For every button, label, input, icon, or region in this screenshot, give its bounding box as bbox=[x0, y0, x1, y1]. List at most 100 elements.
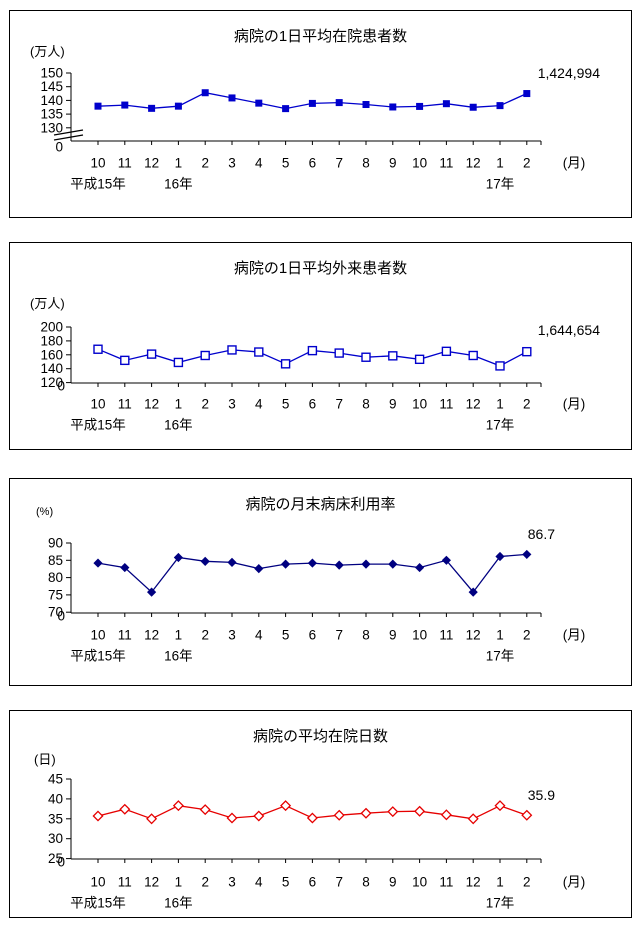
y-tick-label: 135 bbox=[40, 107, 63, 122]
data-point-marker bbox=[333, 809, 345, 821]
data-point-marker bbox=[494, 800, 506, 812]
x-tick-label: 4 bbox=[255, 156, 263, 171]
x-tick-label: 11 bbox=[118, 875, 132, 890]
y-tick-label: 45 bbox=[48, 772, 63, 787]
chart-panel-avg-outpatients: 病院の1日平均外来患者数 (万人) 1,644,654 200 180 160 140… bbox=[9, 242, 632, 450]
data-point-marker bbox=[469, 103, 477, 111]
x-tick-label: 7 bbox=[335, 628, 343, 643]
x-tick-label: 11 bbox=[439, 397, 453, 412]
year-label: 16年 bbox=[164, 418, 193, 433]
data-point-marker bbox=[521, 809, 533, 821]
x-tick-label: 9 bbox=[389, 875, 397, 890]
x-tick-label: 2 bbox=[201, 397, 209, 412]
data-point-marker bbox=[523, 90, 531, 98]
y-tick-label: 85 bbox=[48, 553, 63, 568]
x-tick-label: 10 bbox=[412, 156, 427, 171]
x-tick-label: 6 bbox=[309, 156, 317, 171]
data-point-marker bbox=[416, 102, 424, 110]
y-axis-unit-label: (日) bbox=[34, 752, 56, 767]
month-unit-label: (月) bbox=[563, 875, 586, 890]
data-point-marker bbox=[121, 101, 129, 109]
x-tick-label: 9 bbox=[389, 397, 397, 412]
data-point-marker bbox=[467, 813, 479, 825]
data-point-marker bbox=[306, 812, 318, 824]
data-point-marker bbox=[442, 100, 450, 108]
data-point-marker bbox=[227, 557, 237, 567]
data-point-marker bbox=[255, 99, 263, 107]
y-zero-label: 0 bbox=[57, 379, 65, 394]
x-tick-label: 1 bbox=[496, 156, 504, 171]
x-tick-label: 8 bbox=[362, 397, 370, 412]
x-tick-label: 6 bbox=[309, 628, 317, 643]
y-tick-label: 140 bbox=[40, 361, 63, 376]
x-tick-label: 11 bbox=[118, 397, 132, 412]
x-tick-label: 11 bbox=[118, 156, 132, 171]
data-point-marker bbox=[148, 104, 156, 112]
data-point-marker bbox=[174, 102, 182, 110]
x-tick-label: 7 bbox=[335, 875, 343, 890]
y-tick-label: 160 bbox=[40, 347, 63, 362]
y-tick-label: 90 bbox=[48, 536, 63, 551]
x-tick-label: 3 bbox=[228, 875, 236, 890]
chart-title: 病院の平均在院日数 bbox=[252, 728, 388, 745]
x-tick-label: 1 bbox=[496, 397, 504, 412]
y-zero-label: 0 bbox=[55, 140, 63, 155]
x-tick-label: 11 bbox=[439, 156, 453, 171]
x-tick-label: 2 bbox=[201, 628, 209, 643]
data-point-marker bbox=[146, 349, 157, 359]
x-tick-label: 8 bbox=[362, 875, 370, 890]
x-tick-label: 4 bbox=[255, 875, 263, 890]
x-tick-label: 10 bbox=[90, 628, 105, 643]
y-tick-label: 150 bbox=[40, 66, 63, 81]
y-tick-label: 130 bbox=[40, 120, 63, 135]
x-tick-label: 1 bbox=[175, 875, 183, 890]
y-axis-unit-label: (万人) bbox=[30, 296, 65, 311]
axis-break-mark bbox=[53, 129, 84, 136]
x-tick-label: 3 bbox=[228, 397, 236, 412]
data-point-marker bbox=[362, 101, 370, 109]
x-tick-label: 6 bbox=[309, 397, 317, 412]
data-point-marker bbox=[414, 805, 426, 817]
y-zero-label: 0 bbox=[57, 855, 65, 870]
x-tick-label: 10 bbox=[412, 397, 427, 412]
data-point-marker bbox=[335, 99, 343, 107]
data-point-marker bbox=[496, 102, 504, 110]
chart-title: 病院の月末病床利用率 bbox=[245, 496, 396, 513]
y-tick-label: 70 bbox=[48, 605, 63, 620]
year-label: 16年 bbox=[164, 177, 193, 192]
x-tick-label: 1 bbox=[496, 875, 504, 890]
x-tick-label: 2 bbox=[523, 156, 531, 171]
x-tick-label: 11 bbox=[118, 628, 132, 643]
x-tick-label: 12 bbox=[466, 156, 481, 171]
latest-value-annotation: 86.7 bbox=[527, 526, 555, 542]
x-tick-label: 12 bbox=[466, 397, 481, 412]
data-point-marker bbox=[441, 346, 452, 357]
data-point-marker bbox=[360, 807, 372, 819]
x-tick-label: 6 bbox=[309, 875, 317, 890]
data-point-marker bbox=[173, 357, 184, 368]
y-tick-label: 120 bbox=[40, 375, 63, 390]
year-label: 16年 bbox=[164, 896, 193, 911]
x-tick-label: 1 bbox=[175, 156, 183, 171]
data-point-marker bbox=[414, 354, 425, 365]
x-tick-label: 10 bbox=[90, 397, 105, 412]
x-tick-label: 12 bbox=[144, 875, 159, 890]
x-tick-label: 1 bbox=[496, 628, 504, 643]
year-label: 17年 bbox=[486, 649, 515, 664]
year-label: 平成15年 bbox=[70, 418, 126, 433]
data-point-marker bbox=[522, 549, 532, 560]
data-point-marker bbox=[522, 346, 532, 357]
data-point-marker bbox=[226, 812, 238, 824]
year-label: 平成15年 bbox=[70, 649, 126, 664]
axis-break-mark bbox=[53, 134, 84, 141]
data-point-marker bbox=[146, 813, 158, 825]
y-zero-label: 0 bbox=[57, 609, 65, 624]
data-point-marker bbox=[199, 804, 211, 816]
latest-value-annotation: 1,644,654 bbox=[537, 322, 600, 338]
data-point-marker bbox=[334, 560, 344, 570]
x-tick-label: 10 bbox=[90, 156, 105, 171]
data-point-marker bbox=[388, 351, 398, 361]
x-tick-label: 2 bbox=[523, 875, 531, 890]
x-tick-label: 5 bbox=[282, 397, 290, 412]
